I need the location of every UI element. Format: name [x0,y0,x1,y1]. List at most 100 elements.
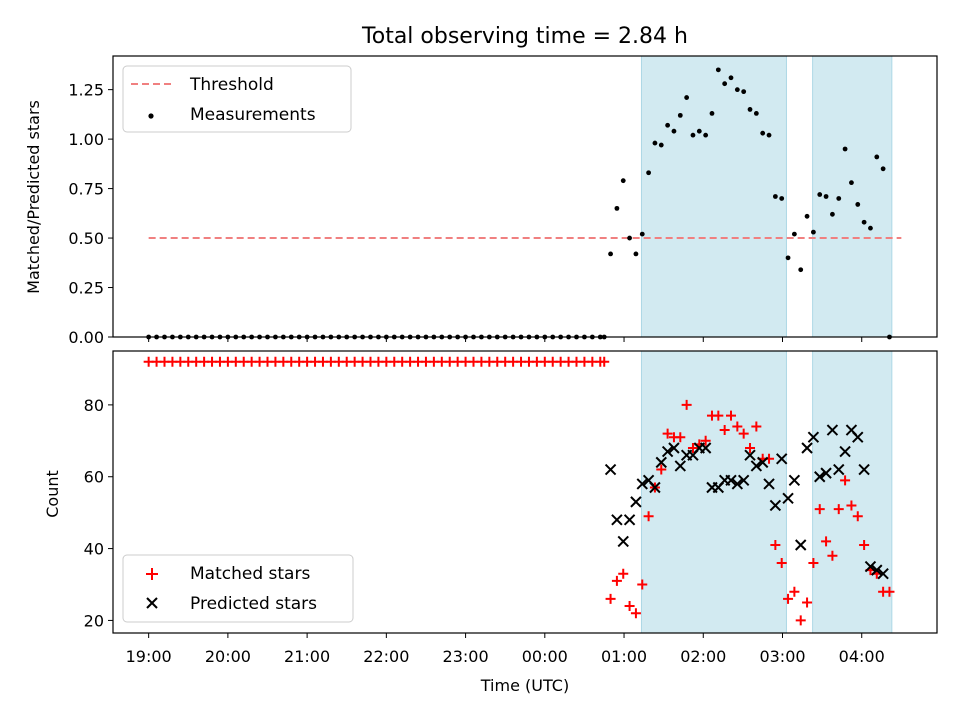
measurements-point [709,110,715,116]
measurements-point [703,132,709,138]
predicted-stars-point [801,442,813,454]
predicted-stars-point [744,449,756,461]
predicted-stars-point [699,442,712,454]
matched-stars-point [605,593,616,604]
x-tick-label: 20:00 [205,647,251,666]
matched-stars-point [700,435,711,446]
predicted-stars-point [756,456,769,469]
predicted-stars-point [839,445,851,458]
matched-stars-point [802,597,813,608]
matched-stars-point [789,586,800,597]
matched-stars-point [738,428,749,439]
measurements-point [811,229,816,235]
matched-stars-point [681,399,692,410]
matched-stars-point [770,539,781,550]
measurements-point [684,95,690,100]
predicted-stars-point [826,424,839,436]
predicted-stars-point [636,478,648,490]
measurements-point [868,225,873,231]
measurements-point [804,213,810,219]
matched-stars-point [884,586,895,597]
x-tick-label: 19:00 [126,647,172,666]
measurements-point [849,180,854,186]
predicted-stars-point [852,431,864,443]
predicted-stars-point [833,463,845,476]
x-tick-label: 03:00 [759,647,805,666]
predicted-stars-point [763,478,775,490]
predicted-stars-legend-swatch [146,597,158,609]
predicted-stars-point [807,431,820,443]
matched-stars-point [687,442,698,453]
measurements-point [817,192,823,197]
predicted-stars-point [782,492,794,504]
matched-stars-point [732,421,743,432]
measurements-legend-swatch [148,113,154,119]
matched-stars-point [776,557,787,568]
predicted-stars-point [788,474,801,487]
measurements-point [652,140,658,146]
measurements-point [823,194,829,199]
matched-stars-point [808,557,819,568]
predicted-stars-point [731,478,744,490]
y-tick-label: 40 [84,540,104,559]
predicted-stars-point [776,453,788,465]
matched-stars-point [611,575,622,586]
predicted-stars-point [877,568,889,580]
matched-stars-point [624,601,635,612]
x-tick-label: 21:00 [284,647,330,666]
matched-stars-point [643,511,654,522]
chart-title: Total observing time = 2.84 h [361,24,688,49]
matched-stars-point [637,579,648,590]
matched-stars-point [726,410,736,421]
measurements-legend-label: Measurements [190,105,316,125]
matched-stars-point [751,421,762,432]
measurements-point [627,235,632,241]
predicted-stars-point [674,460,686,472]
measurements-point [690,132,696,138]
measurements-point [633,251,639,257]
matched-stars-point [814,504,825,515]
matched-stars-point [745,442,756,453]
matched-stars-legend-swatch [146,568,158,580]
measurements-point [620,178,626,184]
matched-stars-point [713,410,724,421]
threshold-legend-label: Threshold [189,75,274,95]
matched-stars-point [630,608,641,619]
measurements-point [753,110,759,116]
measurements-point [696,128,702,134]
measurements-point [608,251,613,257]
matched-stars-point [852,511,863,522]
predicted-stars-point [814,471,826,483]
matched-stars-point [827,550,838,561]
measurements-point [779,196,785,201]
observing-window-2 [812,350,893,634]
matched-stars-point [795,615,806,626]
matched-stars-point [783,593,794,604]
measurements-point [671,128,677,134]
observing-window-1 [640,55,787,338]
x-tick-label: 02:00 [680,647,726,666]
x-tick-label: 00:00 [522,647,568,666]
bottom-legend: Matched stars Predicted stars [122,554,354,623]
y-tick-label: 20 [84,611,104,630]
measurements-point [798,267,804,273]
matched-stars-point [675,432,686,443]
measurements-point [728,75,734,81]
x-axis-label: Time (UTC) [480,676,569,695]
measurements-point [677,112,683,118]
matched-stars-legend-label: Matched stars [190,564,310,584]
measurements-point [861,219,867,225]
y-tick-label: 1.25 [68,81,104,100]
predicted-stars-legend-label: Predicted stars [190,594,317,614]
matched-stars-point [662,428,673,439]
measurements-point [658,142,664,148]
matched-stars-point [833,504,844,515]
measurements-point [855,202,861,207]
x-tick-label: 22:00 [363,647,409,666]
matched-stars-point [656,464,667,475]
measurements-point [842,146,848,152]
measurements-point [836,196,842,201]
predicted-stars-point [750,460,763,472]
matched-stars-point [599,356,610,367]
